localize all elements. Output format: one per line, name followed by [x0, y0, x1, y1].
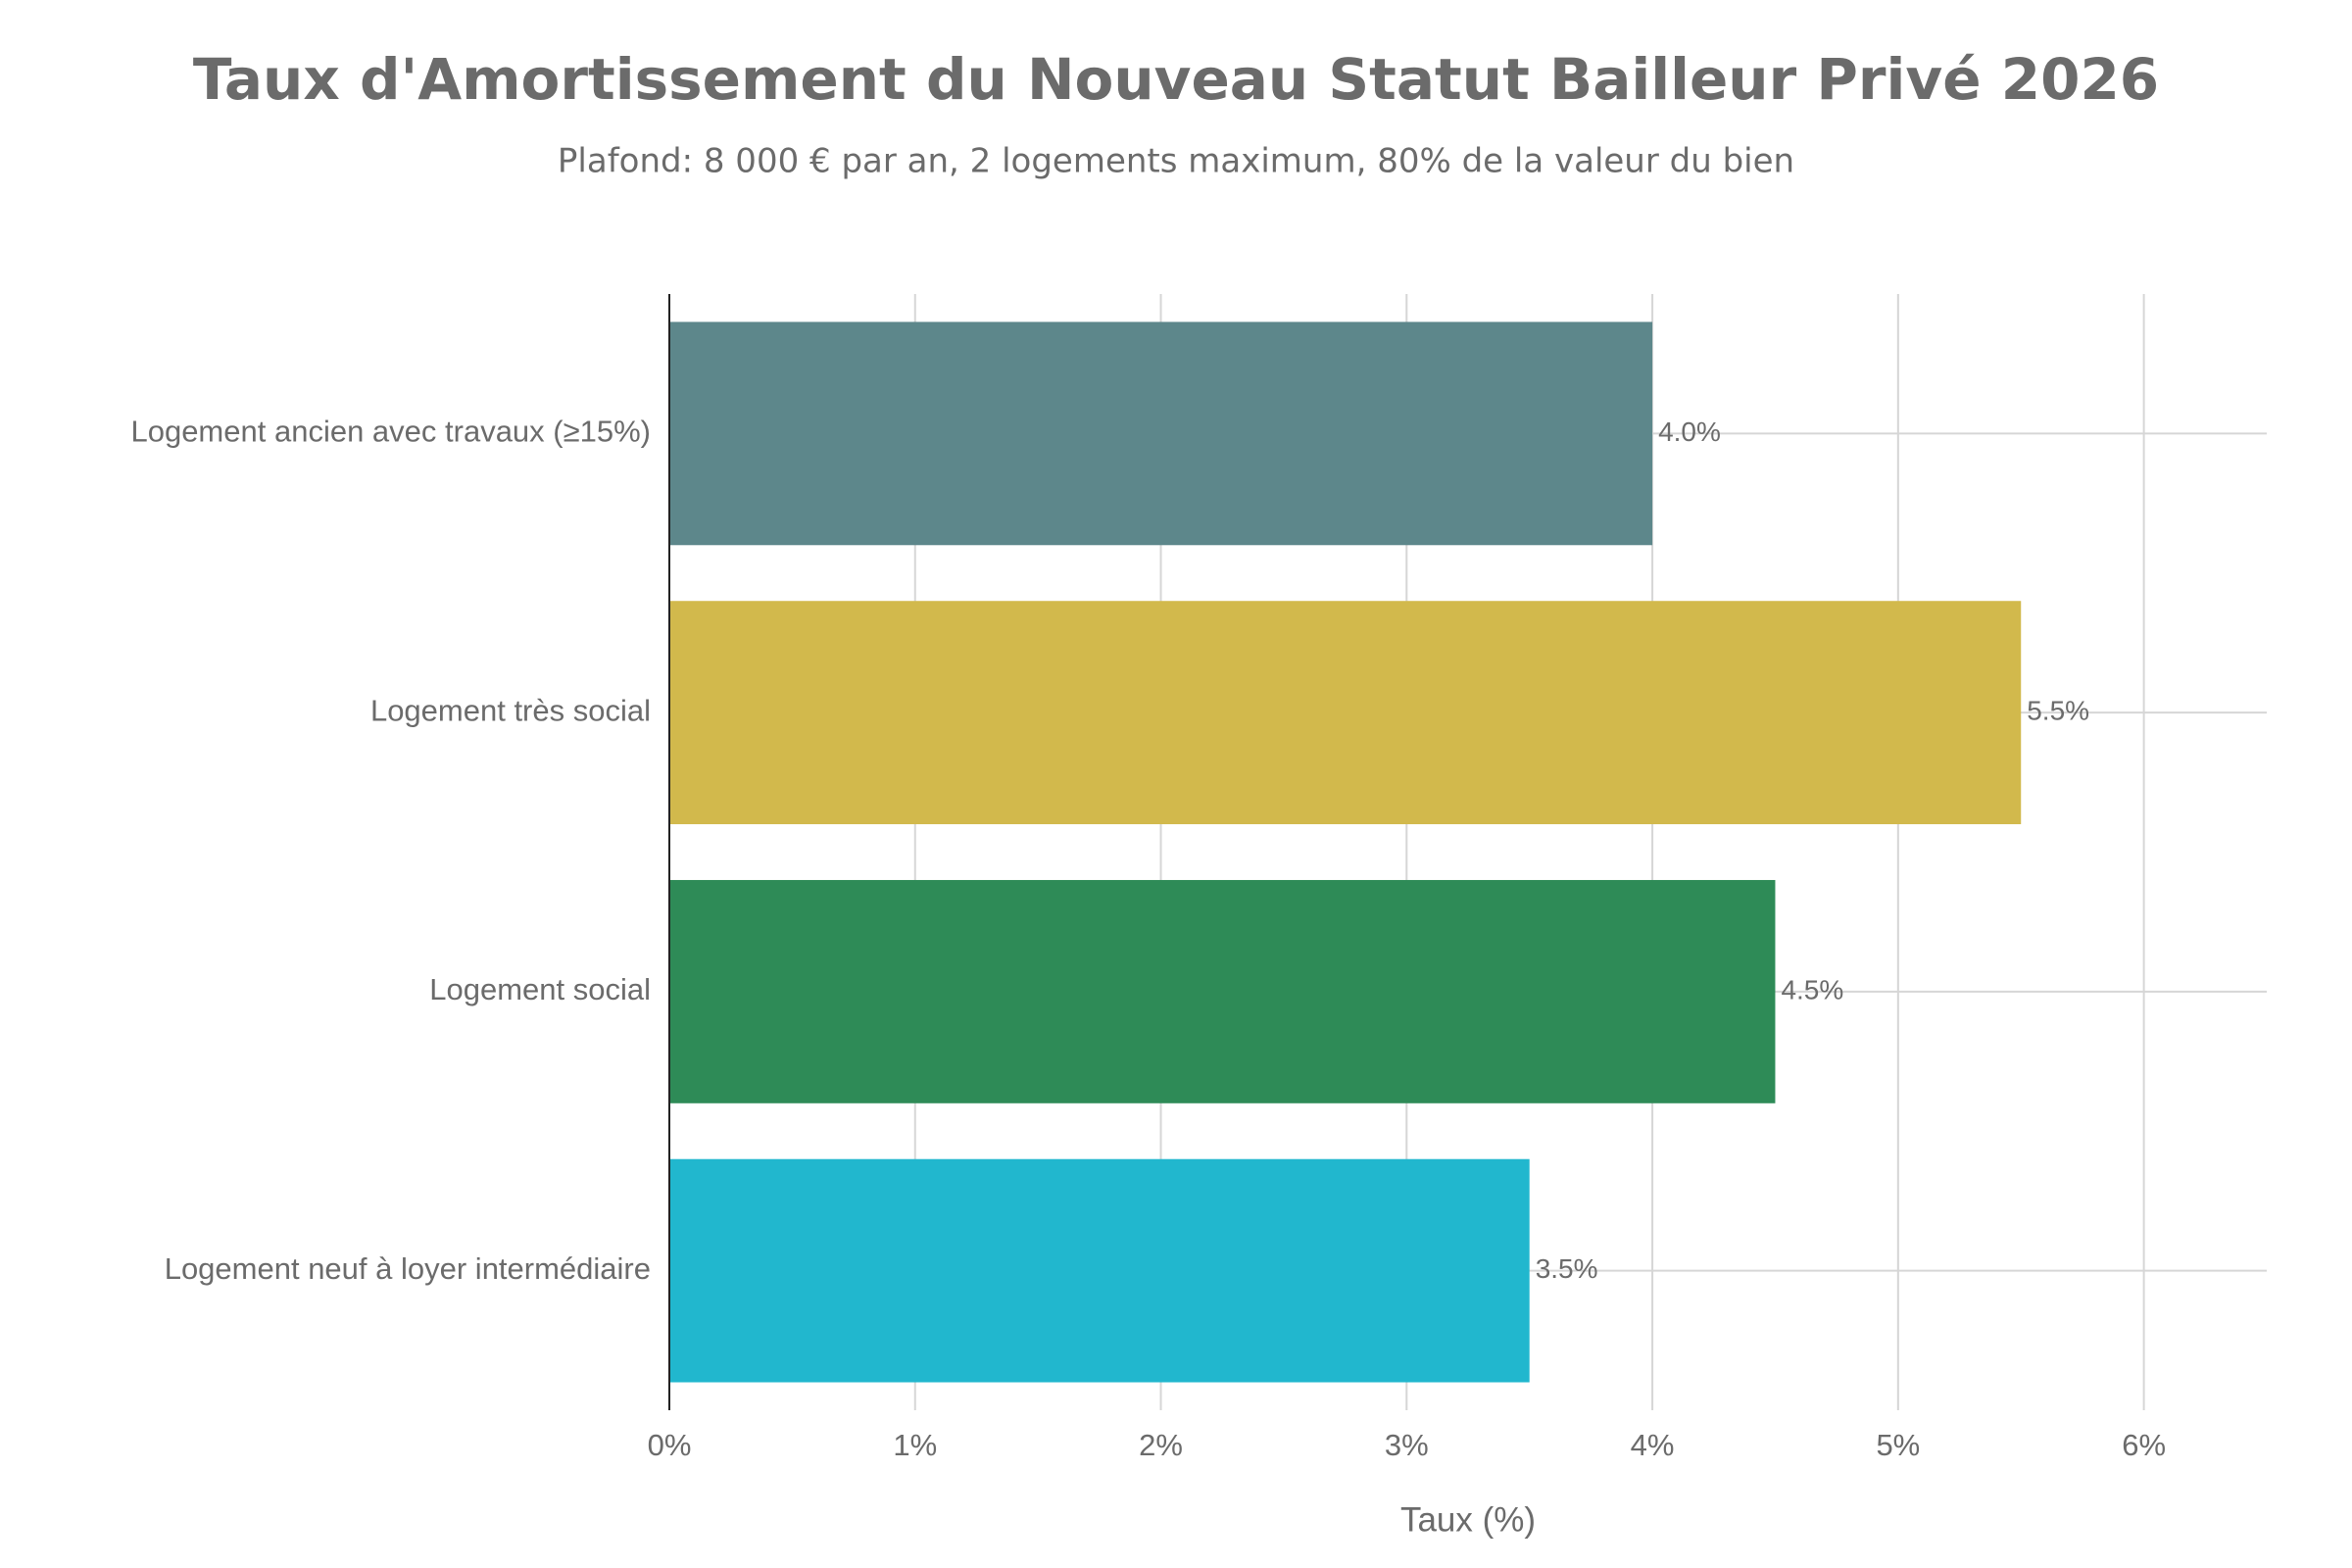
value-label: 4.5% [1781, 974, 1843, 1004]
value-label: 5.5% [2027, 696, 2089, 726]
x-tick-label: 5% [1876, 1428, 1920, 1462]
value-label: 3.5% [1536, 1253, 1598, 1284]
bar [669, 321, 1653, 546]
y-tick-label: Logement ancien avec travaux (≥15%) [130, 415, 651, 449]
value-label: 4.0% [1658, 416, 1721, 447]
bar [669, 1158, 1530, 1383]
x-tick-label: 0% [648, 1428, 692, 1462]
x-tick-label: 3% [1385, 1428, 1429, 1462]
bar [669, 879, 1776, 1103]
x-tick-label: 1% [893, 1428, 937, 1462]
chart-subtitle: Plafond: 8 000 € par an, 2 logements max… [558, 142, 1794, 181]
x-axis-title: Taux (%) [1400, 1500, 1536, 1539]
y-tick-label: Logement neuf à loyer intermédiaire [165, 1251, 651, 1286]
y-tick-label: Logement très social [370, 693, 651, 727]
bar [669, 601, 2022, 825]
y-tick-label: Logement social [429, 972, 651, 1006]
x-tick-label: 4% [1631, 1428, 1675, 1462]
chart-title: Taux d'Amortissement du Nouveau Statut B… [193, 46, 2159, 113]
x-tick-label: 2% [1139, 1428, 1183, 1462]
x-tick-label: 6% [2122, 1428, 2166, 1462]
